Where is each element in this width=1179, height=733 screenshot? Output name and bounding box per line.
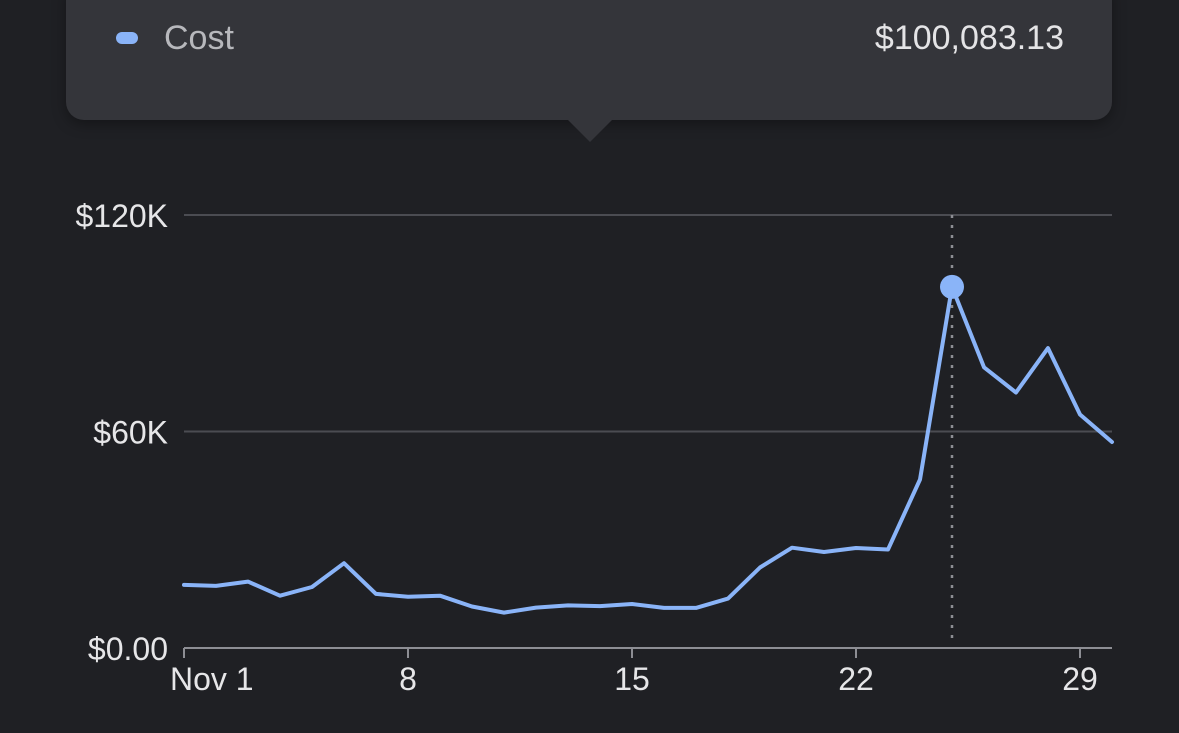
tooltip-series-row: Cost $100,083.13: [116, 18, 1064, 58]
grid-lines: [184, 214, 1112, 649]
x-tick-label: Nov 1: [170, 661, 254, 697]
series-line-cost[interactable]: [182, 284, 1114, 615]
y-axis-ticks: $0.00 $60K $120K: [75, 198, 168, 667]
y-tick-label: $0.00: [88, 631, 168, 667]
x-tick-label: 15: [614, 661, 650, 697]
chart-tooltip: Cost $100,083.13: [66, 0, 1112, 120]
y-tick-label: $120K: [75, 198, 168, 234]
x-tick-label: 8: [399, 661, 417, 697]
y-tick-label: $60K: [93, 415, 168, 451]
tooltip-pointer: [566, 118, 614, 142]
x-tick-label: 22: [838, 661, 874, 697]
x-axis-ticks: Nov 1 8 15 22 29: [170, 648, 1098, 697]
tooltip-series-value: $100,083.13: [874, 18, 1064, 57]
series-swatch-icon: [116, 32, 138, 44]
hover-point[interactable]: [940, 274, 964, 299]
tooltip-series-name: Cost: [164, 18, 234, 57]
x-tick-label: 29: [1062, 661, 1098, 697]
